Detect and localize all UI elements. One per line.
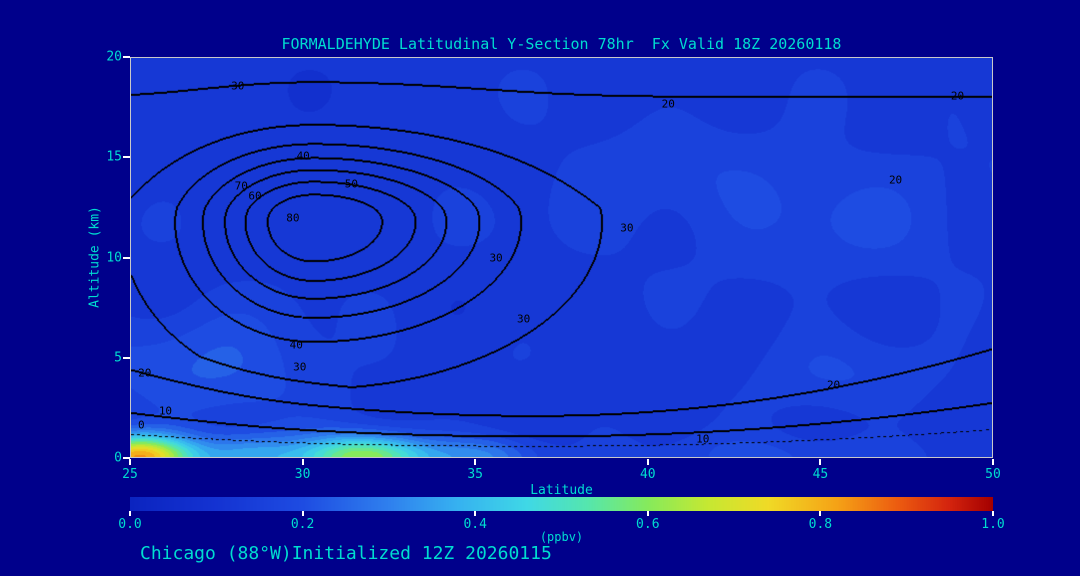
y-tick-mark [123,457,130,459]
colorbar-ticks: 0.0 0.2 0.4 0.6 0.8 1.0 [118,511,1005,537]
x-axis-ticks: 25 30 35 40 45 50 [122,458,1001,488]
colorbar-tick-label: 0.2 [290,517,315,532]
contour-label: 0 [138,418,145,432]
contour-label: 10 [158,404,173,418]
contour-label: 80 [286,211,300,225]
y-tick-label: 15 [106,149,122,165]
contour-label: 20 [826,378,841,392]
x-tick-mark [819,459,822,465]
colorbar-tick-mark [992,511,994,516]
colorbar-tick-label: 1.0 [981,517,1005,532]
x-tick-label: 50 [985,467,1001,482]
colorbar-tick-mark [129,511,131,516]
contour-plot-canvas [131,58,992,457]
y-tick-mark [123,256,130,259]
contour-label: 30 [516,312,531,326]
colorbar-tick-mark [819,511,822,516]
colorbar-unit-label: (ppbv) [539,530,584,544]
y-tick-label: 0 [114,450,122,466]
x-tick-label: 30 [294,467,311,482]
colorbar-tick-label: 0.6 [636,517,660,532]
contour-label: 20 [138,366,152,380]
y-tick-mark [123,156,130,159]
y-tick-label: 10 [106,250,122,265]
contour-label: 70 [234,179,248,193]
colorbar-tick-mark [646,511,649,516]
contour-label: 30 [620,221,634,235]
x-axis-label: Latitude [530,483,593,498]
contour-label: 20 [950,89,965,103]
contour-label: 20 [888,173,903,187]
plot-area: 30 20 20 40 50 60 70 80 40 30 30 30 30 20 20 10 0 10 20 [130,57,993,458]
contour-label: 30 [489,251,503,264]
y-tick-mark [123,56,130,58]
y-tick-mark [123,356,130,359]
contour-label: 40 [296,149,310,163]
x-tick-label: 45 [812,467,829,482]
colorbar-tick-label: 0.4 [463,517,487,532]
colorbar-canvas [130,497,993,511]
contour-label: 40 [289,338,303,352]
x-tick-label: 35 [467,467,484,482]
x-tick-mark [301,459,304,465]
colorbar-tick-mark [301,511,304,516]
contour-label: 20 [661,97,675,111]
chart-title: FORMALDEHYDE Latitudinal Y-Section 78hr … [281,35,842,53]
contour-label: 10 [696,432,710,446]
x-tick-mark [992,459,994,465]
colorbar [130,497,993,511]
contour-label: 30 [231,79,245,93]
contour-labels: 30 20 20 40 50 60 70 80 40 30 30 30 30 20 20 10 0 10 20 [131,58,992,457]
footer-caption: Chicago (88°W)Initialized 12Z 20260115 [140,543,552,564]
contour-label: 60 [248,189,262,203]
y-axis-ticks: 0 5 10 15 20 [0,50,130,466]
colorbar-tick-label: 0.0 [118,517,142,532]
y-tick-label: 5 [114,350,122,366]
x-tick-mark [474,459,477,465]
x-tick-mark [646,459,649,465]
contour-label: 50 [344,177,359,191]
x-tick-mark [129,459,131,465]
colorbar-tick-mark [474,511,477,516]
y-tick-label: 20 [106,49,122,65]
colorbar-tick-label: 0.8 [808,517,833,532]
x-tick-label: 40 [639,467,656,482]
x-tick-label: 25 [122,467,138,482]
contour-label: 30 [293,360,307,374]
